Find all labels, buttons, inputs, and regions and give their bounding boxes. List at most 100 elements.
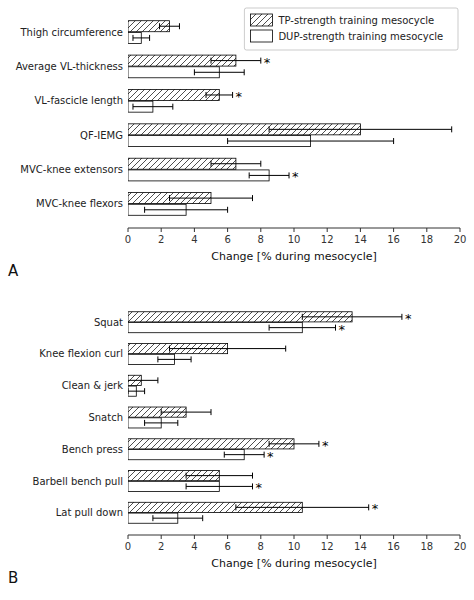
legend-swatch [250,30,272,42]
tick-label: 4 [191,234,197,245]
error-bar [133,104,173,110]
tick [260,535,261,539]
category-label: Knee flexion curl [39,348,123,359]
tick-label: 20 [454,541,467,552]
annotation: * [322,438,329,453]
panel: 0 2 4 6 8 10 12 14 16 18 20 Change [% during mesocy… [8,8,466,280]
tick-label: 14 [354,234,367,245]
tick [360,228,361,232]
tick [161,228,162,232]
tick [227,535,228,539]
tick [194,228,195,232]
tick [327,228,328,232]
category-label: QF-IEMG [80,130,123,141]
tick [426,535,427,539]
error-bar [170,346,286,352]
tick [426,228,427,232]
tick-label: 6 [224,234,230,245]
error-bar [170,195,253,201]
error-bar [269,325,335,331]
error-bar [158,356,191,362]
error-bar [194,69,244,75]
legend-label: TP-strength training mesocycle [277,15,434,26]
tick-label: 20 [454,234,467,245]
tick-label: 12 [321,541,334,552]
annotation: * [339,322,346,337]
error-bar [161,409,211,415]
tick-label: 2 [158,541,164,552]
category-label: VL-fascicle length [35,95,123,106]
error-bar [186,473,252,479]
x-axis: 02468101214161820 [125,535,467,552]
tick-label: 6 [224,541,230,552]
panel-label: B [8,569,18,587]
legend-swatch [250,14,272,26]
tick-label: 18 [420,234,433,245]
category-label: Bench press [62,444,123,455]
legend-frame [244,8,458,50]
category-label: Lat pull down [56,507,123,518]
category-label: Average VL-thickness [16,61,123,72]
tick [128,228,129,232]
category-label: Thigh circumference [19,27,123,38]
bar [128,170,269,181]
error-bar [128,377,158,383]
annotation: * [372,501,379,516]
error-bar [211,161,261,167]
panel-label: A [8,262,19,280]
annotation: * [405,311,412,326]
tick [393,535,394,539]
error-bar [128,388,145,394]
tick-label: 4 [191,541,197,552]
category-label: Squat [94,317,123,328]
error-bar [228,138,394,144]
error-bar [269,441,319,447]
tick [460,535,461,539]
error-bar [249,172,289,178]
error-bar [145,420,178,426]
tick-label: 14 [354,541,367,552]
tick-label: 10 [288,234,301,245]
x-label: Change [% during mesocycle] [211,557,377,570]
tick-label: 0 [125,234,131,245]
error-bar [153,515,203,521]
tick [360,535,361,539]
x-axis: 0 2 4 6 8 10 12 14 16 18 20 [125,228,467,245]
error-bar [206,92,233,98]
bars [128,312,402,524]
tick-label: 16 [387,234,400,245]
error-bar [145,207,228,213]
error-bar [211,58,261,64]
figure: 02468101214161820Change [% during mesocy… [0,0,474,600]
tick [161,535,162,539]
category-label: MVC-knee flexors [36,198,123,209]
tick [260,228,261,232]
tick-label: 12 [321,234,334,245]
tick [393,228,394,232]
error-bar [133,35,150,41]
error-bar [269,126,452,132]
category-label: MVC-knee extensors [20,164,123,175]
category-label: Snatch [88,412,123,423]
tick-label: 0 [125,541,131,552]
error-bar [160,23,180,29]
tick-label: 2 [158,234,164,245]
annotation: * [236,89,243,104]
tick-label: 10 [288,541,301,552]
error-bar [186,483,252,489]
tick-label: 8 [258,234,264,245]
tick [194,535,195,539]
annotation: * [264,55,271,70]
error-bar [224,452,264,458]
error-bar [302,314,402,320]
category-label: Barbell bench pull [33,476,123,487]
tick-label: 8 [258,541,264,552]
annotation: * [292,169,299,184]
category-label: Clean & jerk [62,380,124,391]
tick [128,535,129,539]
tick-label: 18 [420,541,433,552]
tick [294,535,295,539]
panel: 02468101214161820Change [% during mesocy… [8,311,466,587]
x-label: Change [% during mesocycle] [211,250,377,263]
tick [227,228,228,232]
